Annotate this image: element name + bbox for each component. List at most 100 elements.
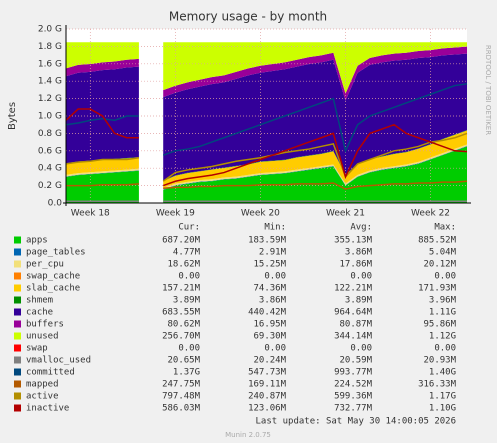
- legend-swatch: [14, 236, 21, 244]
- area-buffers: [66, 58, 139, 77]
- stats-value: 344.14M: [334, 332, 373, 342]
- stats-value: 0.00: [178, 344, 200, 354]
- legend-label: per_cpu: [26, 260, 64, 270]
- line-mapped: [163, 180, 468, 190]
- stats-value: 0.00: [178, 272, 200, 282]
- stats-value: 993.77M: [334, 368, 373, 378]
- area-buffers: [163, 46, 467, 101]
- legend-swatch: [14, 272, 21, 280]
- stats-value: 5.04M: [429, 248, 457, 258]
- legend-swatch: [14, 404, 21, 412]
- stats-value: 95.86M: [423, 320, 456, 330]
- legend: Cur: Min: Avg: Max: apps 687.20M 183.59M 355.13…: [14, 223, 457, 414]
- stats-value: 123.06M: [248, 404, 287, 414]
- line-committed: [65, 115, 139, 126]
- footer: Last update: Sat May 30 14:00:05 2026: [256, 417, 456, 427]
- y-tick-label: 2.0 G: [38, 25, 62, 35]
- y-tick-label: 1.4 G: [38, 77, 62, 87]
- legend-label: slab_cache: [26, 284, 80, 294]
- stats-value: 3.86M: [259, 296, 287, 306]
- lines: [65, 83, 468, 203]
- y-tick-label: 0.0: [48, 199, 63, 209]
- stats-header: Cur:: [178, 223, 200, 233]
- legend-swatch: [14, 332, 21, 340]
- chart-title: Memory usage - by month: [169, 10, 327, 24]
- stats-value: 885.52M: [418, 236, 457, 246]
- y-tick-label: 1.0 G: [38, 112, 62, 122]
- x-tick-label: Week 19: [156, 209, 195, 219]
- stats-value: 3.96M: [429, 296, 457, 306]
- legend-label: swap: [26, 344, 48, 354]
- stats-value: 683.55M: [162, 308, 201, 318]
- stats-value: 15.25M: [253, 260, 286, 270]
- stats-value: 20.65M: [167, 356, 200, 366]
- stats-value: 1.37G: [173, 368, 200, 378]
- stats-header: Min:: [264, 223, 286, 233]
- legend-label: vmalloc_used: [26, 356, 91, 366]
- legend-label: apps: [26, 236, 48, 246]
- y-tick-label: 0.6 G: [38, 146, 62, 156]
- stats-value: 240.87M: [248, 392, 287, 402]
- legend-label: page_tables: [26, 248, 86, 258]
- area-page_tables: [66, 170, 139, 177]
- version: Munin 2.0.75: [225, 431, 271, 439]
- axes: 0.0 0.2 G 0.4 G 0.6 G 0.8 G 1.0 G 1.2 G 1.4 G 1.…: [38, 25, 471, 219]
- stats-value: 224.52M: [334, 380, 373, 390]
- y-tick-label: 0.2 G: [38, 181, 62, 191]
- stats-value: 1.11G: [429, 308, 456, 318]
- stats-value: 247.75M: [162, 380, 201, 390]
- stats-value: 183.59M: [248, 236, 287, 246]
- stats-value: 0.00: [264, 344, 286, 354]
- line-active: [162, 132, 468, 182]
- legend-swatch: [14, 320, 21, 328]
- x-tick-label: Week 18: [71, 209, 110, 219]
- stats-value: 1.17G: [429, 392, 456, 402]
- stats-value: 3.86M: [345, 248, 373, 258]
- legend-label: mapped: [26, 380, 59, 390]
- stats-value: 0.00: [350, 272, 372, 282]
- stats-value: 687.20M: [162, 236, 201, 246]
- y-tick-label: 0.4 G: [38, 164, 62, 174]
- stats-value: 797.48M: [162, 392, 201, 402]
- line-inactive: [162, 123, 468, 187]
- legend-swatch: [14, 284, 21, 292]
- stats-value: 547.73M: [248, 368, 287, 378]
- legend-swatch: [14, 308, 21, 316]
- stats-value: 80.87M: [339, 320, 372, 330]
- x-tick-label: Week 20: [241, 209, 280, 219]
- stats-value: 20.24M: [253, 356, 286, 366]
- stats-value: 74.36M: [253, 284, 286, 294]
- legend-label: swap_cache: [26, 272, 80, 282]
- y-tick-label: 1.8 G: [38, 42, 62, 52]
- legend-swatch: [14, 392, 21, 400]
- line-inactive: [65, 108, 139, 139]
- stats-value: 0.00: [434, 272, 456, 282]
- x-tick-label: Week 21: [326, 209, 365, 219]
- stats-value: 0.00: [350, 344, 372, 354]
- stats-value: 1.12G: [429, 332, 456, 342]
- stats-value: 3.89M: [345, 296, 373, 306]
- legend-swatch: [14, 380, 21, 388]
- stats-value: 171.93M: [418, 284, 457, 294]
- legend-swatch: [14, 296, 21, 304]
- watermark: RRDTOOL / TOBI OETIKER: [484, 45, 492, 135]
- stats-value: 80.62M: [167, 320, 200, 330]
- stats-value: 2.91M: [259, 248, 287, 258]
- stats-value: 17.86M: [339, 260, 372, 270]
- legend-label: shmem: [26, 296, 53, 306]
- stats-value: 169.11M: [248, 380, 287, 390]
- areas: [66, 42, 467, 203]
- stats-value: 16.95M: [253, 320, 286, 330]
- legend-label: inactive: [26, 404, 69, 414]
- stats-value: 18.62M: [167, 260, 200, 270]
- legend-label: active: [26, 392, 59, 402]
- line-active: [65, 157, 140, 165]
- area-slab_cache: [163, 130, 467, 188]
- legend-swatch: [14, 344, 21, 352]
- y-tick-label: 1.6 G: [38, 59, 62, 69]
- area-apps: [163, 146, 467, 203]
- area-unused: [163, 42, 467, 94]
- stats-value: 732.77M: [334, 404, 373, 414]
- stats-value: 1.10G: [429, 404, 456, 414]
